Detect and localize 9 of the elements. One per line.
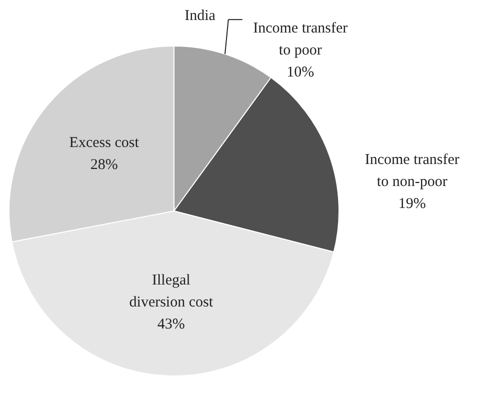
chart-title: India (184, 8, 216, 24)
slice-label: Income transfer to poor (253, 20, 348, 59)
slice-label: Income transfer to non-poor (364, 152, 460, 190)
data-label: 19% (398, 196, 426, 212)
data-label: 10% (286, 64, 314, 81)
slice-label: Excess cost (69, 135, 140, 152)
data-label: 43% (157, 316, 185, 333)
slice-label: Illegal diversion cost (129, 272, 214, 311)
data-label: 28% (90, 157, 118, 174)
